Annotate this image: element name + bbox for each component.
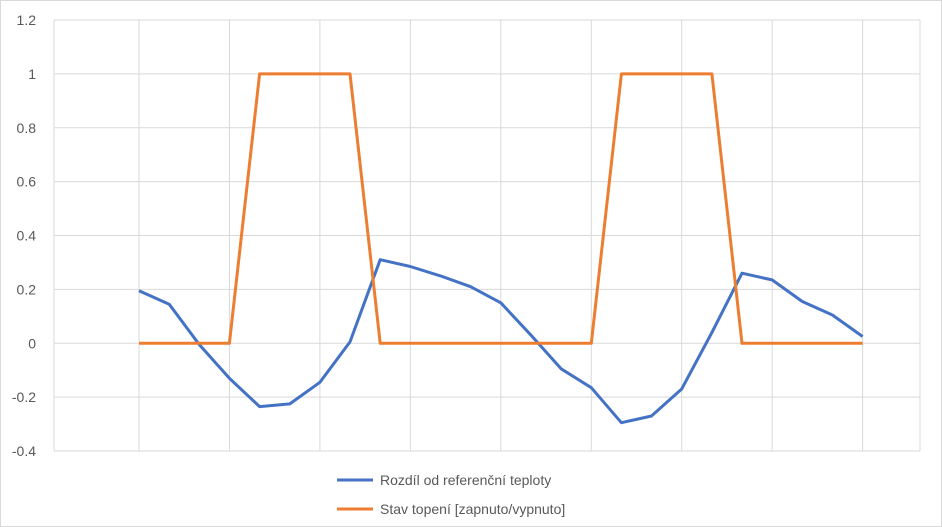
y-tick-label: -0.2 bbox=[12, 389, 36, 405]
y-tick-label: 0.2 bbox=[17, 281, 37, 297]
y-tick-label: 0 bbox=[28, 335, 36, 351]
legend-label-topeni: Stav topení [zapnuto/vypnuto] bbox=[380, 501, 565, 517]
y-axis: -0.4 -0.2 0 0.2 0.4 0.6 0.8 1 1.2 bbox=[12, 12, 36, 459]
y-tick-label: 0.4 bbox=[17, 228, 37, 244]
y-tick-label: -0.4 bbox=[12, 443, 36, 459]
y-tick-label: 0.6 bbox=[17, 174, 37, 190]
y-tick-label: 1 bbox=[28, 66, 36, 82]
legend: Rozdíl od referenční teploty Stav topení… bbox=[337, 472, 565, 517]
grid bbox=[53, 19, 921, 452]
y-tick-label: 1.2 bbox=[17, 12, 37, 28]
series-line-teplota bbox=[138, 258, 864, 425]
series-lines bbox=[138, 72, 864, 425]
series-line-topeni bbox=[139, 72, 863, 345]
y-tick-label: 0.8 bbox=[17, 120, 37, 136]
legend-label-teplota: Rozdíl od referenční teploty bbox=[380, 472, 551, 488]
